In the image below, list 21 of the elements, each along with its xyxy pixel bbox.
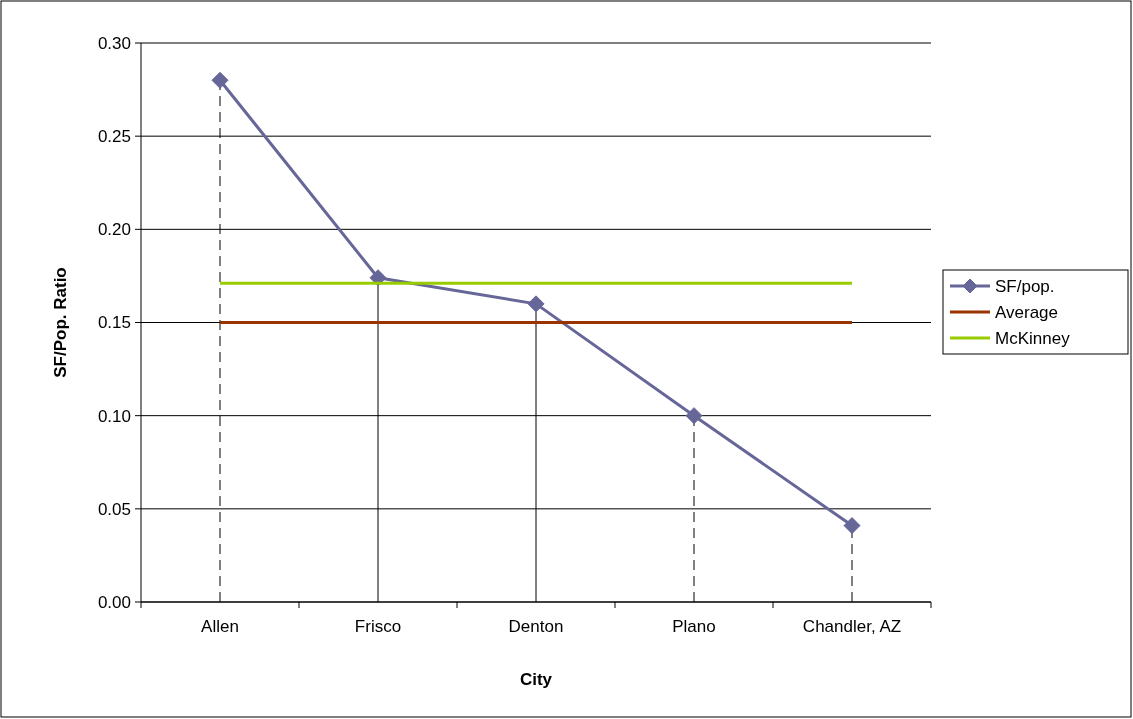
legend-label: SF/pop. bbox=[995, 276, 1055, 296]
x-tick-label: Plano bbox=[672, 617, 716, 636]
point bbox=[685, 407, 703, 425]
x-tick-label: Chandler, AZ bbox=[802, 617, 902, 636]
x-tick-label: Allen bbox=[201, 617, 239, 636]
point bbox=[211, 71, 229, 89]
x-axis-title: City bbox=[519, 670, 553, 689]
y-tick-label: 0.25 bbox=[97, 127, 131, 147]
y-tick-label: 0.20 bbox=[97, 220, 131, 240]
legend-label: Average bbox=[995, 302, 1059, 322]
y-tick-label: 0.15 bbox=[97, 313, 131, 333]
x-tick-label: Denton bbox=[508, 617, 564, 636]
point bbox=[527, 295, 545, 313]
x-tick-label: Frisco bbox=[354, 617, 402, 636]
y-axis-title: SF/Pop. Ratio bbox=[51, 267, 70, 378]
legend-label: McKinney bbox=[995, 328, 1071, 348]
y-tick-label: 0.30 bbox=[97, 33, 131, 53]
y-tick-label: 0.10 bbox=[97, 406, 131, 426]
point bbox=[843, 517, 861, 535]
y-tick-label: 0.00 bbox=[97, 592, 131, 612]
y-tick-label: 0.05 bbox=[97, 499, 131, 519]
